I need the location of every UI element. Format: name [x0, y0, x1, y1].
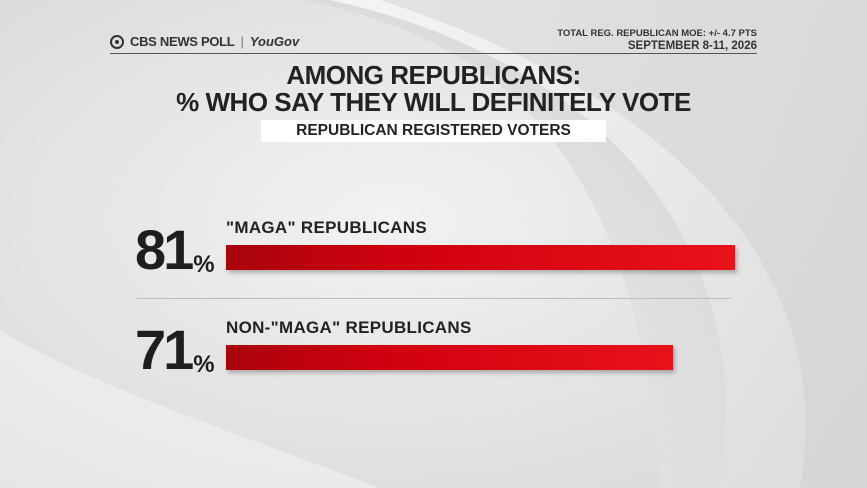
bar: [226, 245, 735, 270]
category-label: "MAGA" REPUBLICANS: [226, 218, 427, 237]
brand-separator: |: [240, 34, 244, 49]
chart-title-line-1: AMONG REPUBLICANS:: [286, 60, 581, 90]
margin-of-error: TOTAL REG. REPUBLICAN MOE: +/- 4.7 PTS: [557, 28, 757, 39]
bar: [226, 345, 673, 370]
brand-name: CBS NEWS POLL: [130, 34, 235, 49]
value-label: 71%: [135, 322, 215, 378]
header-rule: [110, 53, 757, 54]
category-label: NON-"MAGA" REPUBLICANS: [226, 318, 472, 337]
chart-title-line-2: % WHO SAY THEY WILL DEFINITELY VOTE: [176, 87, 691, 117]
value-number: 81: [135, 218, 194, 281]
percent-sign: %: [193, 351, 215, 378]
row-divider: [137, 298, 731, 299]
poll-date: SEPTEMBER 8-11, 2026: [627, 40, 757, 52]
poll-meta: TOTAL REG. REPUBLICAN MOE: +/- 4.7 PTS S…: [557, 28, 757, 52]
partner-name: YouGov: [249, 34, 300, 49]
cbs-eye-icon: [110, 34, 124, 49]
value-number: 71: [135, 318, 194, 381]
value-label: 81%: [135, 222, 215, 278]
percent-sign: %: [193, 251, 215, 278]
chart-subtitle: REPUBLICAN REGISTERED VOTERS: [261, 120, 606, 142]
brand-logo: CBS NEWS POLL | YouGov: [110, 34, 299, 49]
chart-title: AMONG REPUBLICANS: % WHO SAY THEY WILL D…: [0, 62, 867, 116]
